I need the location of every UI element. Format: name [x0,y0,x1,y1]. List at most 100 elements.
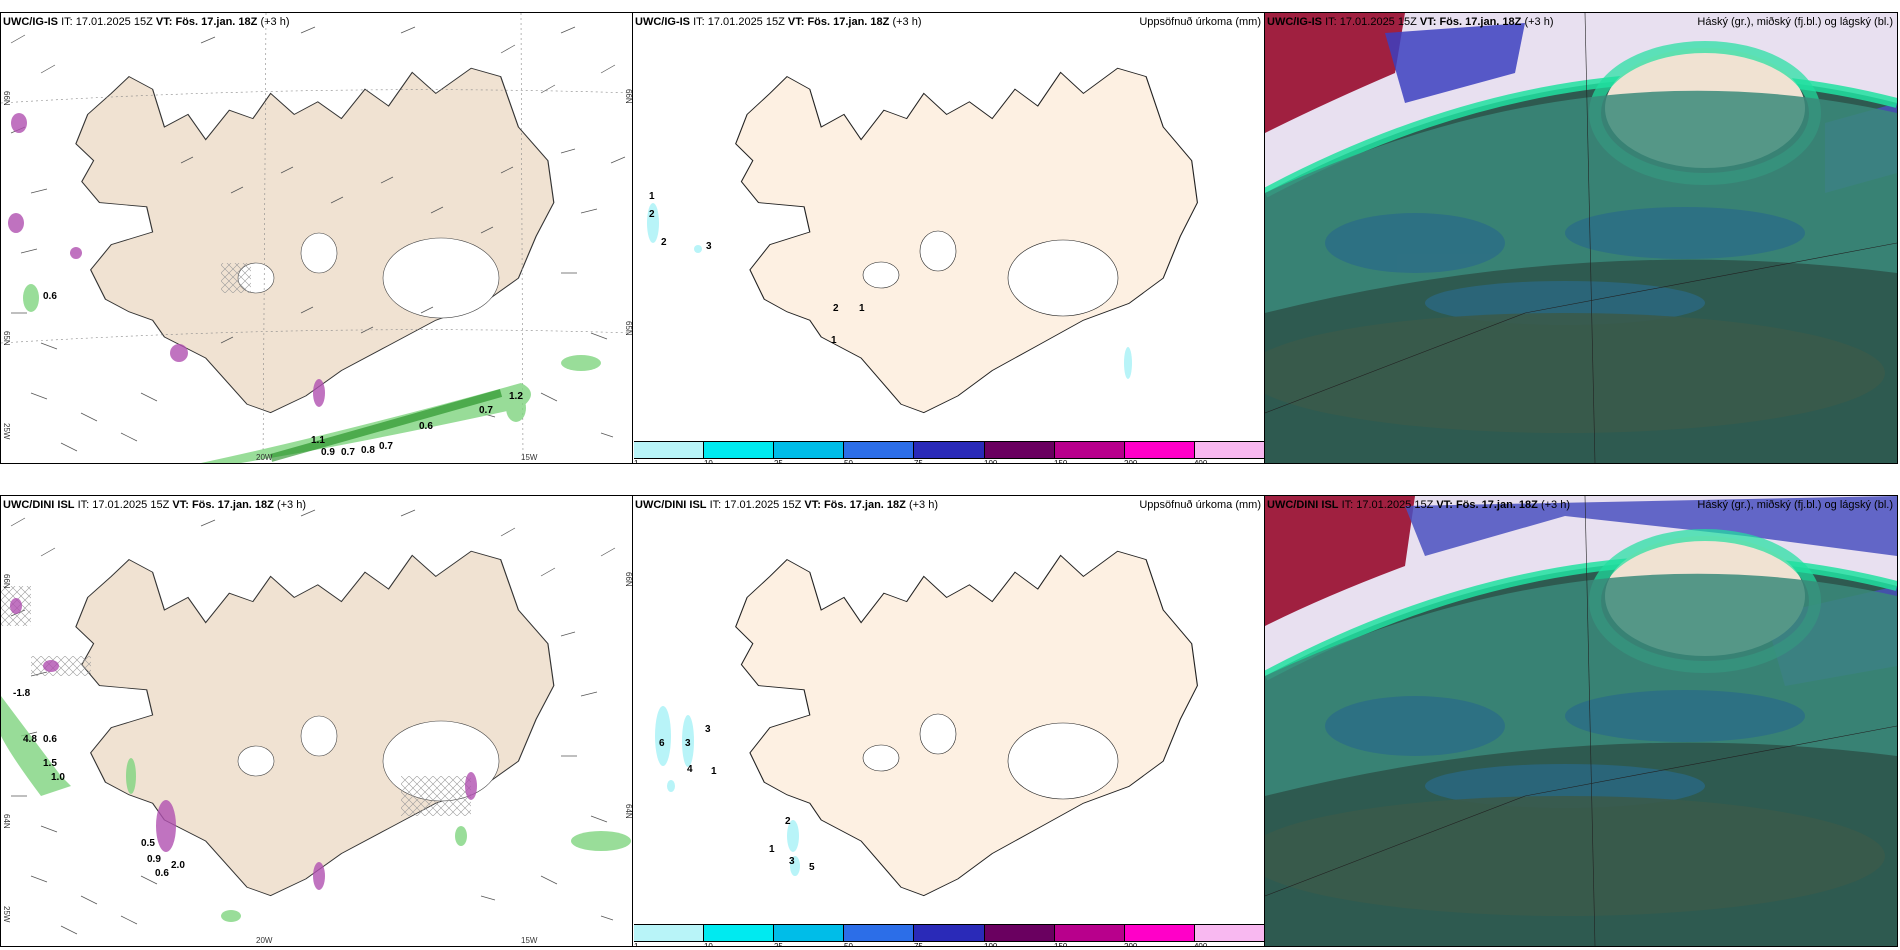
value-label: 0.6 [419,421,433,432]
panel-title: UWC/IG-IS IT: 17.01.2025 15Z VT: Fös. 17… [3,16,290,28]
panel-subtitle: Háský (gr.), miðský (fj.bl.) og lágský (… [1697,16,1893,28]
value-label: 2 [833,303,839,314]
colorbar-swatch [1054,442,1125,458]
value-label: 4 [687,764,693,775]
colorbar-label: 200 [1124,942,1138,947]
lat-label: 25W [2,423,11,440]
colorbar-swatch [914,442,985,458]
value-label: 2 [649,209,655,220]
lat-label: 64N [624,804,633,819]
colorbar-label: 75 [913,459,923,464]
lat-label: 66N [2,574,11,589]
map-panel-top-left[interactable]: UWC/IG-IS IT: 17.01.2025 15Z VT: Fös. 17… [0,12,634,464]
value-label: 0.5 [141,838,155,849]
colorbar-swatch [1124,925,1195,941]
colorbar-label: 200 [1124,459,1138,464]
colorbar-label: 75 [913,942,923,947]
cloud-map [1265,13,1897,463]
colorbar-swatch [774,925,845,941]
value-label: 2.0 [171,860,185,871]
colorbar-label: 100 [984,942,998,947]
value-label: 1 [769,844,775,855]
lat-label: 65N [624,321,633,336]
wind-map: -1.8 4.8 0.6 1.5 1.0 0.5 0.9 0.6 2.0 [1,496,633,946]
value-label: 0.7 [479,405,493,416]
value-label: 1.2 [509,391,523,402]
colorbar-label: 10 [703,459,713,464]
value-label: 1 [859,303,865,314]
map-panel-top-middle[interactable]: UWC/IG-IS IT: 17.01.2025 15Z VT: Fös. 17… [632,12,1266,464]
panel-subtitle: Háský (gr.), miðský (fj.bl.) og lágský (… [1697,499,1893,511]
lat-label: 65N [2,331,11,346]
cloud-map [1265,496,1897,946]
colorbar-label: 1 [634,942,639,947]
lat-label: 64N [2,814,11,829]
value-label: 6 [659,738,665,749]
lon-label: 15W [521,936,538,945]
lon-label: 20W [256,936,273,945]
value-label: 0.7 [341,447,355,458]
precip-map: 6 3 3 4 1 2 1 3 5 [633,496,1265,946]
colorbar-swatch [844,925,915,941]
map-panel-bottom-left[interactable]: UWC/DINI ISL IT: 17.01.2025 15Z VT: Fös.… [0,495,634,947]
value-label: 3 [789,856,795,867]
colorbar-label: 400 [1193,942,1208,947]
value-label: 0.6 [43,734,57,745]
colorbar-swatch [1124,442,1195,458]
value-label: 0.9 [147,854,161,865]
colorbar-label: 50 [844,459,853,464]
precip-map: 1 2 2 3 2 1 1 [633,13,1265,463]
map-panel-bottom-right[interactable]: UWC/DINI ISL IT: 17.01.2025 15Z VT: Fös.… [1264,495,1898,947]
value-label: 5 [809,862,815,873]
panel-title: UWC/DINI ISL IT: 17.01.2025 15Z VT: Fös.… [3,499,306,511]
value-label: 2 [785,816,791,827]
panel-subtitle: Uppsöfnuð úrkoma (mm) [1139,16,1261,28]
colorbar-swatch [914,925,985,941]
colorbar-swatch [1194,442,1264,458]
value-label: 1 [711,766,717,777]
value-label: -1.8 [13,688,31,699]
value-label: 4.8 [23,734,37,745]
wind-map: 0.6 1.1 0.9 0.7 0.8 0.7 0.6 0.7 1.2 [1,13,633,463]
colorbar-label: 150 [1054,459,1068,464]
colorbar-label: 100 [984,459,998,464]
value-label: 0.7 [379,441,393,452]
value-label: 3 [685,738,691,749]
value-label: 0.6 [155,868,169,879]
panel-title: UWC/DINI ISL IT: 17.01.2025 15Z VT: Fös.… [1267,499,1570,511]
panel-title: UWC/IG-IS IT: 17.01.2025 15Z VT: Fös. 17… [635,16,922,28]
value-label: 3 [706,241,712,252]
value-label: 0.8 [361,445,375,456]
colorbar-swatch [704,442,775,458]
panel-title: UWC/DINI ISL IT: 17.01.2025 15Z VT: Fös.… [635,499,938,511]
colorbar-label: 25 [773,459,783,464]
colorbar-swatch [774,442,845,458]
colorbar-label: 50 [844,942,853,947]
lat-label: 25W [2,906,11,923]
colorbar-swatch [1194,925,1264,941]
value-label: 1 [649,191,655,202]
lon-label: 15W [521,453,538,462]
panel-subtitle: Uppsöfnuð úrkoma (mm) [1139,499,1261,511]
colorbar-swatch [844,442,915,458]
colorbar-swatch [1054,925,1125,941]
value-label: 3 [705,724,711,735]
colorbar-swatch [984,925,1055,941]
precip-colorbar: 1 10 25 50 75 100 150 200 400 [634,924,1264,946]
colorbar-swatch [634,925,705,941]
colorbar-label: 10 [703,942,713,947]
map-panel-bottom-middle[interactable]: UWC/DINI ISL IT: 17.01.2025 15Z VT: Fös.… [632,495,1266,947]
lon-label: 20W [256,453,273,462]
colorbar-label: 25 [773,942,783,947]
colorbar-swatch [634,442,705,458]
precip-colorbar: 1 10 25 50 75 100 150 200 400 [634,441,1264,463]
value-label: 1.0 [51,772,65,783]
lat-label: 66N [624,572,633,587]
value-label: 1.5 [43,758,57,769]
map-panel-top-right[interactable]: UWC/IG-IS IT: 17.01.2025 15Z VT: Fös. 17… [1264,12,1898,464]
value-label: 1 [831,335,837,346]
value-label: 0.6 [43,291,57,302]
colorbar-label: 150 [1054,942,1068,947]
colorbar-label: 1 [634,459,639,464]
colorbar-swatch [984,442,1055,458]
